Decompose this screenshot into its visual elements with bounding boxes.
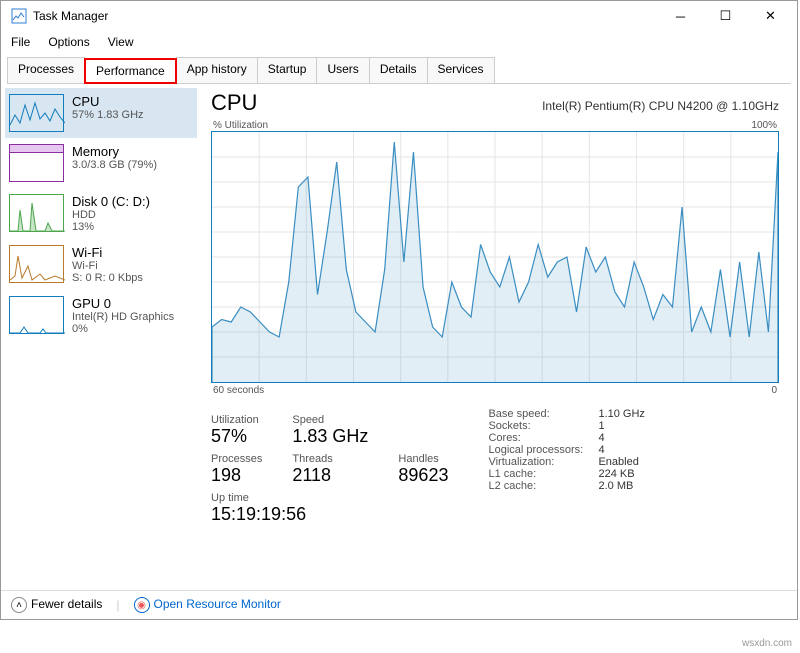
menu-file[interactable]: File [9, 33, 32, 51]
fewer-details-label: Fewer details [31, 597, 102, 611]
detail-key: Base speed: [488, 408, 598, 420]
detail-key: Sockets: [488, 420, 598, 432]
close-button[interactable]: ✕ [748, 2, 793, 30]
chart-xmin: 0 [771, 385, 777, 396]
cpu-thumb-icon [9, 94, 64, 132]
disk-thumb-icon [9, 194, 64, 232]
chart-ylabel: % Utilization [213, 120, 268, 131]
stat-label: Up time [211, 492, 448, 504]
cpu-model: Intel(R) Pentium(R) CPU N4200 @ 1.10GHz [542, 99, 779, 113]
sidebar-detail: Wi-Fi [72, 260, 143, 272]
stat-label [398, 414, 448, 426]
tab-app-history[interactable]: App history [176, 57, 258, 83]
main-panel: CPU Intel(R) Pentium(R) CPU N4200 @ 1.10… [201, 84, 797, 584]
detail-key: Virtualization: [488, 456, 598, 468]
detail-val: 1 [598, 420, 604, 432]
gpu-thumb-icon [9, 296, 64, 334]
detail-val: 4 [598, 432, 604, 444]
detail-key: L1 cache: [488, 468, 598, 480]
chart-ymax: 100% [751, 120, 777, 131]
sidebar-item-gpu[interactable]: GPU 0Intel(R) HD Graphics0% [5, 290, 197, 341]
stat-label: Handles [398, 453, 448, 465]
fewer-details-button[interactable]: ˄ Fewer details [11, 597, 102, 614]
stat-label: Utilization [211, 414, 262, 426]
open-resource-monitor-link[interactable]: ◉ Open Resource Monitor [134, 597, 281, 614]
sidebar-item-wifi[interactable]: Wi-FiWi-FiS: 0 R: 0 Kbps [5, 239, 197, 290]
tab-details[interactable]: Details [369, 57, 428, 83]
tab-startup[interactable]: Startup [257, 57, 318, 83]
footer: ˄ Fewer details | ◉ Open Resource Monitor [1, 590, 797, 620]
stat-uptime: 15:19:19:56 [211, 504, 448, 525]
sidebar-detail: Intel(R) HD Graphics [72, 311, 174, 323]
sidebar-detail2: 0% [72, 323, 174, 335]
detail-val: 1.10 GHz [598, 408, 644, 420]
detail-val: 4 [598, 444, 604, 456]
tab-performance[interactable]: Performance [84, 58, 177, 84]
detail-val: 2.0 MB [598, 480, 633, 492]
sidebar-detail: 3.0/3.8 GB (79%) [72, 159, 157, 171]
stat-label: Processes [211, 453, 262, 465]
resource-monitor-icon: ◉ [134, 597, 150, 613]
stat-label: Threads [292, 453, 368, 465]
watermark: wsxdn.com [742, 638, 792, 649]
sidebar-detail2: 13% [72, 221, 150, 233]
sidebar-label: Memory [72, 144, 157, 159]
stat-threads: 2118 [292, 465, 368, 486]
stat-handles: 89623 [398, 465, 448, 486]
stat-blank [398, 426, 448, 447]
cpu-details: Base speed:1.10 GHz Sockets:1 Cores:4 Lo… [488, 408, 644, 525]
sidebar-detail2: S: 0 R: 0 Kbps [72, 272, 143, 284]
tab-processes[interactable]: Processes [7, 57, 85, 83]
wifi-thumb-icon [9, 245, 64, 283]
sidebar: CPU57% 1.83 GHz Memory3.0/3.8 GB (79%) D… [1, 84, 201, 584]
task-manager-window: Task Manager ─ ☐ ✕ File Options View Pro… [0, 0, 798, 620]
sidebar-label: CPU [72, 94, 144, 109]
titlebar: Task Manager ─ ☐ ✕ [1, 1, 797, 31]
menu-options[interactable]: Options [46, 33, 91, 51]
resource-monitor-label: Open Resource Monitor [154, 597, 281, 611]
menubar: File Options View [1, 31, 797, 53]
memory-thumb-icon [9, 144, 64, 182]
minimize-button[interactable]: ─ [658, 2, 703, 30]
tab-users[interactable]: Users [316, 57, 369, 83]
menu-view[interactable]: View [106, 33, 136, 51]
page-title: CPU [211, 90, 257, 116]
chevron-up-icon: ˄ [11, 597, 27, 613]
detail-val: Enabled [598, 456, 638, 468]
stat-processes: 198 [211, 465, 262, 486]
detail-val: 224 KB [598, 468, 634, 480]
detail-key: Logical processors: [488, 444, 598, 456]
stat-utilization: 57% [211, 426, 262, 447]
sidebar-item-disk[interactable]: Disk 0 (C: D:)HDD13% [5, 188, 197, 239]
sidebar-label: GPU 0 [72, 296, 174, 311]
maximize-button[interactable]: ☐ [703, 2, 748, 30]
sidebar-item-cpu[interactable]: CPU57% 1.83 GHz [5, 88, 197, 138]
separator: | [116, 598, 119, 612]
sidebar-label: Disk 0 (C: D:) [72, 194, 150, 209]
sidebar-label: Wi-Fi [72, 245, 143, 260]
detail-key: L2 cache: [488, 480, 598, 492]
sidebar-item-memory[interactable]: Memory3.0/3.8 GB (79%) [5, 138, 197, 188]
cpu-chart [211, 131, 779, 383]
sidebar-detail: HDD [72, 209, 150, 221]
app-icon [11, 8, 27, 24]
detail-key: Cores: [488, 432, 598, 444]
tab-services[interactable]: Services [427, 57, 495, 83]
window-title: Task Manager [33, 9, 658, 23]
stat-speed: 1.83 GHz [292, 426, 368, 447]
stat-label: Speed [292, 414, 368, 426]
chart-xmax: 60 seconds [213, 385, 264, 396]
sidebar-detail: 57% 1.83 GHz [72, 109, 144, 121]
tab-strip: Processes Performance App history Startu… [7, 57, 791, 84]
